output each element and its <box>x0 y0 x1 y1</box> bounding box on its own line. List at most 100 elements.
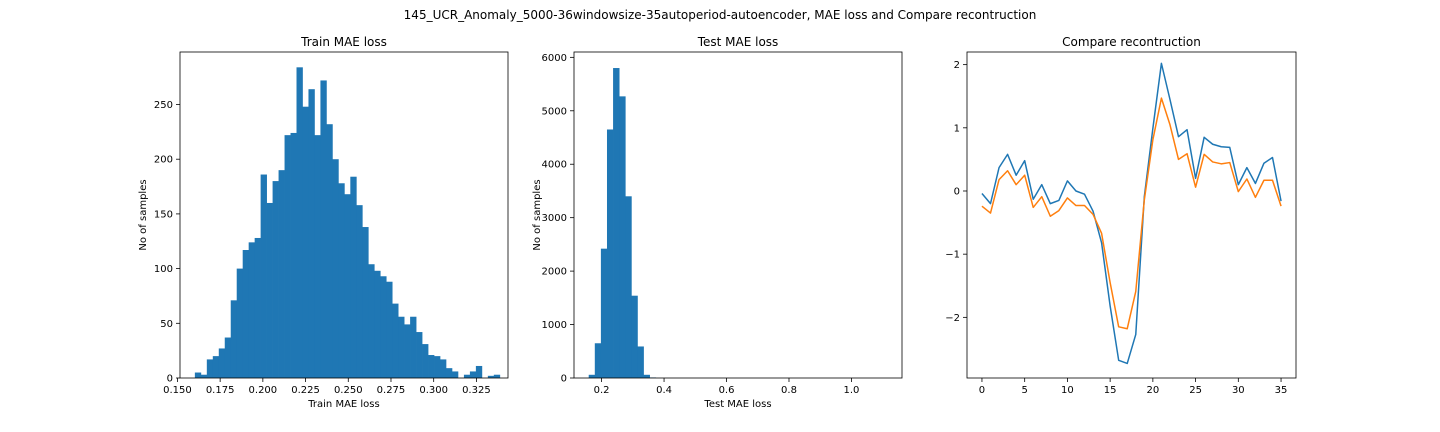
histogram-bar <box>308 89 315 378</box>
histogram-bar <box>625 196 632 378</box>
histogram-bar <box>332 159 339 378</box>
x-tick-label: 0 <box>979 385 985 396</box>
x-tick-label: 15 <box>1104 385 1117 396</box>
histogram-bar <box>194 372 202 378</box>
y-axis-label: No of samples <box>138 179 149 250</box>
x-tick-label: 1.0 <box>844 385 860 396</box>
histogram-bar <box>254 237 261 378</box>
subplots: 0.150 0.175 0.200 0.225 0.250 0.275 0.300 0.325… <box>138 35 1297 410</box>
figure-suptitle: 145_UCR_Anomaly_5000-36windowsize-35auto… <box>404 8 1037 22</box>
histogram-bar <box>619 96 626 379</box>
histogram-bar <box>338 183 345 378</box>
x-tick-label: 0.275 <box>377 385 406 396</box>
histogram-bar <box>362 227 369 378</box>
histogram-bar <box>350 176 357 378</box>
histogram-bar <box>428 355 435 378</box>
histogram-bar <box>266 202 273 378</box>
y-tick-label: −2 <box>945 313 960 324</box>
histogram-bar <box>272 181 279 378</box>
histogram-bar <box>451 371 459 378</box>
axes-frame <box>966 51 1297 379</box>
subplot-3: 0 5 10 15 20 25 30 35 −2 −1 0 1 2 Compare recontructi… <box>945 35 1297 396</box>
x-axis-label: Train MAE loss <box>307 399 379 410</box>
axes-frame <box>573 51 903 379</box>
histogram-bar <box>212 356 220 378</box>
histogram-bar <box>344 194 351 378</box>
subplot-title: Compare recontruction <box>1062 35 1201 49</box>
y-tick-label: 6000 <box>542 53 567 64</box>
y-tick-label: 3000 <box>542 213 567 224</box>
y-tick-label: 100 <box>154 264 173 275</box>
histogram-bar <box>236 268 244 378</box>
histogram-bar <box>374 270 381 378</box>
histogram-bar <box>445 368 453 378</box>
histogram-bar <box>637 346 644 378</box>
histogram-bar <box>206 359 214 378</box>
x-axis-label: Test MAE loss <box>703 399 771 410</box>
y-tick-label: 1000 <box>542 320 567 331</box>
histogram-bar <box>386 281 393 378</box>
histogram-bar <box>314 135 321 378</box>
histogram-bar <box>356 205 363 378</box>
histogram-bar <box>404 324 411 378</box>
histogram-bar <box>224 337 232 378</box>
histogram-bar <box>613 68 620 379</box>
y-tick-label: 1 <box>954 123 960 134</box>
histogram-bar <box>392 303 399 378</box>
histogram-bar <box>302 106 309 378</box>
histogram-bar <box>594 343 602 378</box>
x-tick-label: 10 <box>1061 385 1074 396</box>
histogram-bar <box>475 365 483 378</box>
y-tick-label: 0 <box>561 374 567 385</box>
x-tick-label: 0.150 <box>163 385 192 396</box>
y-tick-label: 50 <box>160 319 173 330</box>
x-tick-label: 30 <box>1232 385 1245 396</box>
histogram-bar <box>493 374 501 378</box>
subplot-title: Train MAE loss <box>300 35 387 49</box>
y-tick-label: 4000 <box>542 160 567 171</box>
histogram-bar <box>218 348 226 378</box>
y-tick-label: 200 <box>154 155 173 166</box>
histogram-bar <box>416 332 423 378</box>
x-tick-label: 0.6 <box>719 385 735 396</box>
y-tick-label: 2000 <box>542 267 567 278</box>
histogram-bar <box>248 242 256 378</box>
axes-frame <box>179 51 509 379</box>
histogram-bar <box>260 174 267 378</box>
x-tick-label: 0.225 <box>291 385 320 396</box>
x-tick-label: 0.200 <box>249 385 278 396</box>
histogram-bar <box>296 67 303 379</box>
histogram-bar <box>230 300 238 378</box>
histogram-bar <box>410 316 417 378</box>
histogram-bar <box>368 264 375 378</box>
histogram-bar <box>588 374 596 378</box>
histogram-bar <box>422 344 429 378</box>
x-tick-label: 0.325 <box>462 385 491 396</box>
histogram-bar <box>200 374 208 378</box>
histogram-bar <box>278 170 285 378</box>
x-tick-label: 25 <box>1189 385 1202 396</box>
histogram-bar <box>290 132 297 378</box>
histogram-bar <box>440 359 447 378</box>
histogram-bar <box>487 375 495 378</box>
histogram-bar <box>320 80 327 378</box>
histogram-bar <box>380 276 387 378</box>
y-tick-label: −1 <box>945 250 960 261</box>
x-tick-label: 0.300 <box>419 385 448 396</box>
x-tick-label: 0.4 <box>656 385 672 396</box>
histogram-bar <box>606 129 614 378</box>
y-tick-label: 250 <box>154 100 173 111</box>
histogram-bar <box>434 356 441 378</box>
histogram-bar <box>242 250 250 378</box>
subplot-1: 0.150 0.175 0.200 0.225 0.250 0.275 0.300 0.325… <box>138 35 509 410</box>
histogram-bar <box>469 371 477 378</box>
y-axis-label: No of samples <box>532 179 543 250</box>
histogram-bar <box>463 374 471 378</box>
subplot-title: Test MAE loss <box>697 35 779 49</box>
series-line-2 <box>981 97 1282 330</box>
y-tick-label: 150 <box>154 209 173 220</box>
x-tick-label: 0.175 <box>206 385 235 396</box>
histogram-bar <box>398 316 405 378</box>
histogram-bar <box>643 374 650 378</box>
